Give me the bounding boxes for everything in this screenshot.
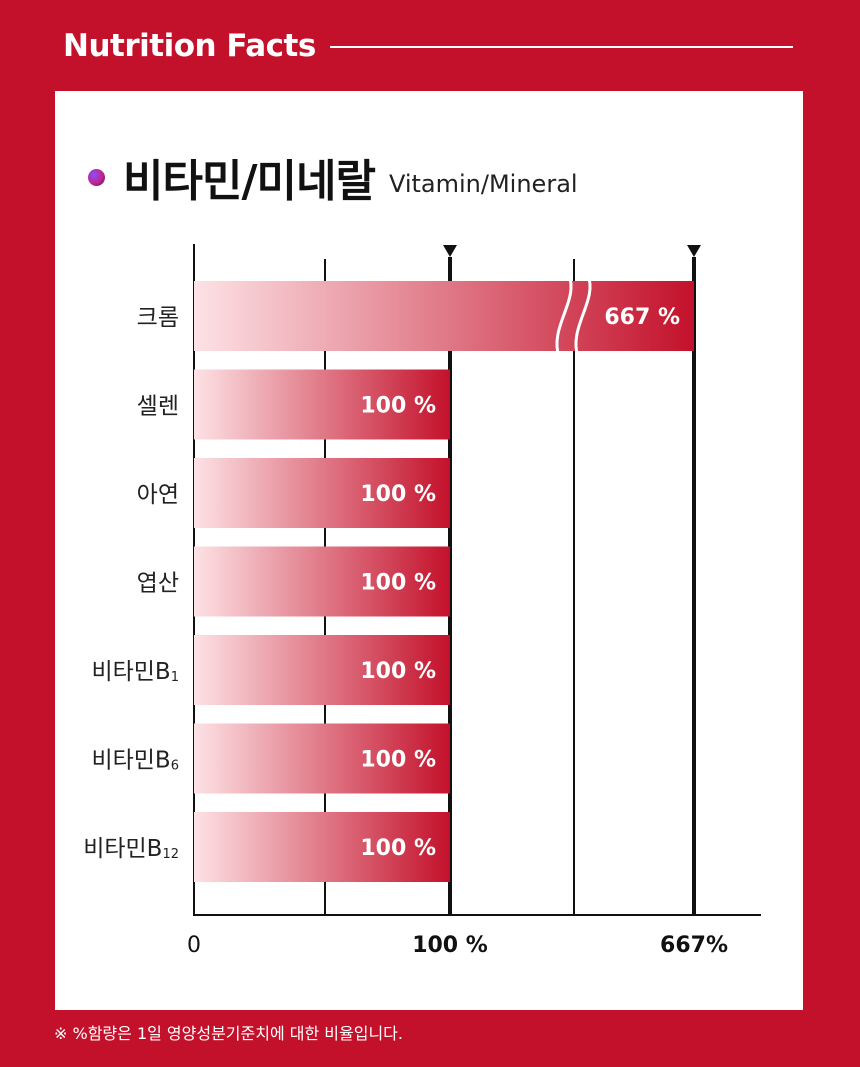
header-divider xyxy=(330,46,793,48)
chart-heading: 비타민/미네랄 Vitamin/Mineral xyxy=(88,147,578,207)
category-label: 셀렌 xyxy=(137,394,179,420)
category-label: 비타민B12 xyxy=(83,836,179,862)
footnote: ※ %함량은 1일 영양성분기준치에 대한 비율입니다. xyxy=(54,1024,403,1043)
down-triangle-icon xyxy=(687,245,701,257)
bar xyxy=(194,458,450,528)
bar-value-label: 100 % xyxy=(360,748,436,773)
chart-subtitle: Vitamin/Mineral xyxy=(388,170,578,198)
category-label: 크롬 xyxy=(137,305,179,331)
bar-value-label: 100 % xyxy=(360,659,436,684)
category-label: 비타민B6 xyxy=(91,748,179,774)
category-label: 아연 xyxy=(137,482,179,508)
down-triangle-icon xyxy=(443,245,457,257)
x-tick-label: 100 % xyxy=(412,933,488,958)
bar xyxy=(194,635,450,705)
bar-value-label: 100 % xyxy=(360,394,436,419)
axis-break-mark xyxy=(555,274,573,358)
bar xyxy=(194,369,450,440)
bar xyxy=(194,546,450,617)
bar xyxy=(194,723,450,794)
category-label: 비타민B1 xyxy=(91,659,179,685)
bar xyxy=(194,281,694,351)
x-tick-label: 0 xyxy=(187,933,201,958)
chart-card: 비타민/미네랄 Vitamin/Mineral 667 % 크롬 100 % 셀렌 10… xyxy=(55,91,803,1010)
bar-value-label: 667 % xyxy=(604,305,680,330)
bar-chart: 667 % 크롬 100 % 셀렌 100 % 아연 100 % 엽산 100 % 비타민B1 10… xyxy=(83,244,761,958)
chart-title: 비타민/미네랄 xyxy=(123,156,376,207)
bar-value-label: 100 % xyxy=(360,571,436,596)
axis-break-mark xyxy=(574,274,592,358)
bar xyxy=(194,812,450,882)
bullet-dot-icon xyxy=(88,168,105,186)
bar-value-label: 100 % xyxy=(360,482,436,507)
header-title: Nutrition Facts xyxy=(63,28,316,64)
bar-value-label: 100 % xyxy=(360,836,436,861)
category-label: 엽산 xyxy=(137,571,179,597)
x-tick-label: 667% xyxy=(660,933,728,958)
